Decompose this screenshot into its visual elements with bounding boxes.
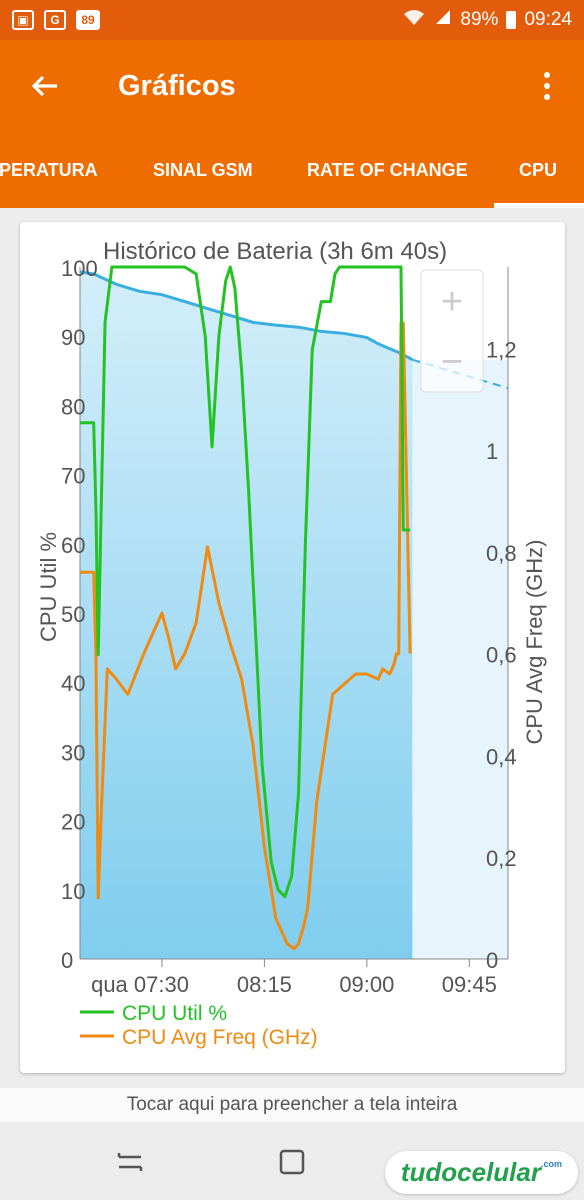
zoom-in-button[interactable]: + xyxy=(441,281,463,323)
x-tick-label: qua 07:30 xyxy=(91,972,189,997)
notification-icons: ▣ G 89 xyxy=(12,10,100,30)
recent-apps-icon[interactable] xyxy=(108,1140,152,1184)
y-left-tick: 40 xyxy=(61,671,85,696)
y-right-tick: 0,8 xyxy=(486,541,517,566)
x-tick-label: 08:15 xyxy=(237,972,292,997)
cpu-freq-line xyxy=(80,321,412,951)
page-title: Gráficos xyxy=(118,69,236,102)
y-right-tick: 0 xyxy=(486,948,498,973)
navigation-bar: tudocelular.com xyxy=(0,1122,584,1200)
y-left-tick: 60 xyxy=(61,533,85,558)
x-tick-label: 09:00 xyxy=(339,972,394,997)
projection-area xyxy=(412,359,508,959)
fullscreen-hint[interactable]: Tocar aqui para preencher a tela inteira xyxy=(0,1088,584,1122)
x-tick-label: 09:45 xyxy=(442,972,497,997)
battery-area xyxy=(80,271,413,959)
tab-temperatura[interactable]: IPERATURA xyxy=(0,132,98,208)
tab-sinal-gsm[interactable]: SINAL GSM xyxy=(153,132,253,208)
cpu-util-line xyxy=(80,265,411,899)
home-icon[interactable] xyxy=(270,1140,314,1184)
y-axis-right-label: CPU Avg Freq (GHz) xyxy=(522,540,547,745)
battery-percent: 89% xyxy=(460,9,499,30)
battery-icon xyxy=(506,11,517,29)
signal-icon xyxy=(434,8,452,32)
chart-title: Histórico de Bateria (3h 6m 40s) xyxy=(103,238,447,265)
y-left-tick: 0 xyxy=(61,948,73,973)
maps-notification-icon: G xyxy=(44,10,66,30)
y-left-tick: 80 xyxy=(61,394,85,419)
tab-label: CPU xyxy=(519,159,558,180)
tab-label: IPERATURA xyxy=(0,159,98,180)
zoom-out-button[interactable]: − xyxy=(441,341,463,383)
watermark-text: tudocelular xyxy=(400,1157,541,1187)
battery-app-badge: 89 xyxy=(76,10,100,30)
legend-label: CPU Avg Freq (GHz) xyxy=(122,1026,318,1049)
back-arrow-icon[interactable] xyxy=(22,63,68,109)
overflow-menu-icon[interactable] xyxy=(532,63,562,109)
tab-rate-of-change[interactable]: RATE OF CHANGE xyxy=(307,132,468,208)
tab-bar: IPERATURA SINAL GSM RATE OF CHANGE CPU xyxy=(0,132,584,208)
watermark-logo: tudocelular.com xyxy=(384,1151,578,1194)
y-left-tick: 50 xyxy=(61,602,85,627)
cpu-chart[interactable]: 10090807060504030201001,210,80,60,40,20q… xyxy=(20,222,565,1073)
y-left-tick: 30 xyxy=(61,740,85,765)
watermark-sup: .com xyxy=(540,1159,562,1169)
zoom-controls[interactable]: +− xyxy=(420,269,484,393)
y-left-tick: 10 xyxy=(61,879,85,904)
wifi-icon xyxy=(402,8,426,32)
y-right-tick: 0,6 xyxy=(486,643,517,668)
y-axis-left-label: CPU Util % xyxy=(36,532,61,642)
active-tab-indicator xyxy=(494,203,584,208)
y-right-tick: 1 xyxy=(486,439,498,464)
status-bar: ▣ G 89 89% 09:24 xyxy=(0,0,584,40)
y-right-tick: 0,2 xyxy=(486,846,517,871)
tab-label: SINAL GSM xyxy=(153,159,253,180)
battery-line xyxy=(79,270,414,362)
legend-label: CPU Util % xyxy=(122,1002,227,1025)
y-right-tick: 1,2 xyxy=(486,337,517,362)
y-left-tick: 100 xyxy=(61,256,98,281)
clock: 09:24 xyxy=(524,9,572,30)
system-status: 89% 09:24 xyxy=(402,8,572,32)
app-bar: Gráficos xyxy=(0,40,584,132)
y-left-tick: 20 xyxy=(61,810,85,835)
tab-cpu[interactable]: CPU xyxy=(519,132,557,208)
gallery-notification-icon: ▣ xyxy=(12,10,34,30)
y-left-tick: 90 xyxy=(61,325,85,350)
y-left-tick: 70 xyxy=(61,464,85,489)
tab-label: RATE OF CHANGE xyxy=(307,159,468,180)
chart-card[interactable]: 100 90 80 70 60 50 40 30 20 10 0 1,2 1 0,8 0,6 0,4 0,2 0 q… xyxy=(20,222,565,1073)
y-right-tick: 0,4 xyxy=(486,744,517,769)
